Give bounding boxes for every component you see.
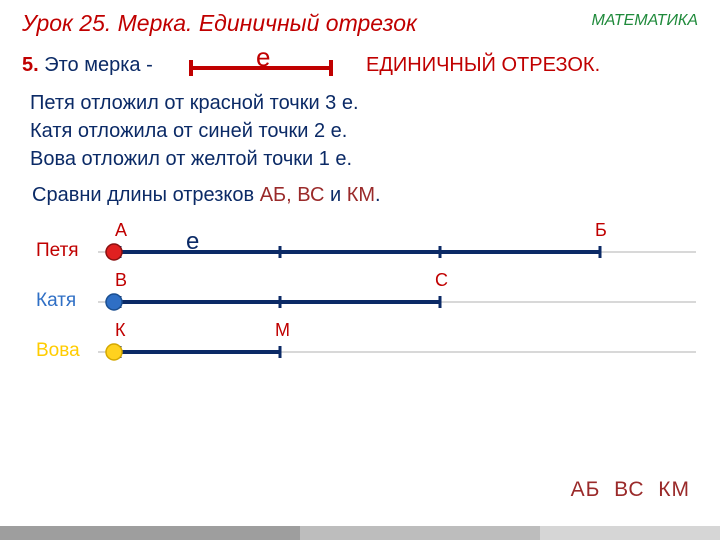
- row-line-svg: [36, 326, 696, 376]
- task-number: 5.: [22, 54, 39, 76]
- line-vova: Вова отложил от желтой точки 1 е.: [30, 148, 352, 171]
- compare-line: Сравни длины отрезков АБ, ВС и КМ.: [32, 184, 381, 207]
- row-line-svg: [36, 276, 696, 326]
- lesson-title: Урок 25. Мерка. Единичный отрезок: [22, 10, 417, 37]
- answer-sp1: [600, 478, 614, 501]
- unit-segment-icon: [185, 50, 337, 80]
- line-katya: Катя отложила от синей точки 2 е.: [30, 120, 347, 143]
- diagram-row: КатяВС: [36, 276, 696, 326]
- unit-name-label: ЕДИНИЧНЫЙ ОТРЕЗОК.: [366, 54, 600, 77]
- task-intro: 5. Это мерка -: [22, 54, 153, 77]
- diagram-row: ПетяАБе: [36, 226, 696, 276]
- task-intro-text: Это мерка -: [44, 54, 153, 76]
- subject-label: МАТЕМАТИКА: [591, 12, 698, 30]
- line-petya: Петя отложил от красной точки 3 е.: [30, 92, 359, 115]
- diagram: ПетяАБеКатяВСВоваКМ: [36, 226, 696, 376]
- compare-post: .: [375, 184, 381, 206]
- compare-mid: и: [324, 184, 346, 206]
- compare-pre: Сравни длины отрезков: [32, 184, 260, 206]
- answer-km: КМ: [658, 478, 690, 501]
- answer-labels: АБ ВС КМ: [557, 454, 690, 502]
- footer-bar: [0, 526, 720, 540]
- diagram-row: ВоваКМ: [36, 326, 696, 376]
- answer-sp2: [645, 478, 659, 501]
- row-line-svg: [36, 226, 696, 276]
- compare-seg: АБ, ВС: [260, 184, 325, 206]
- answer-vc: ВС: [614, 478, 644, 501]
- compare-km: КМ: [347, 184, 375, 206]
- answer-ab: АБ: [571, 478, 601, 501]
